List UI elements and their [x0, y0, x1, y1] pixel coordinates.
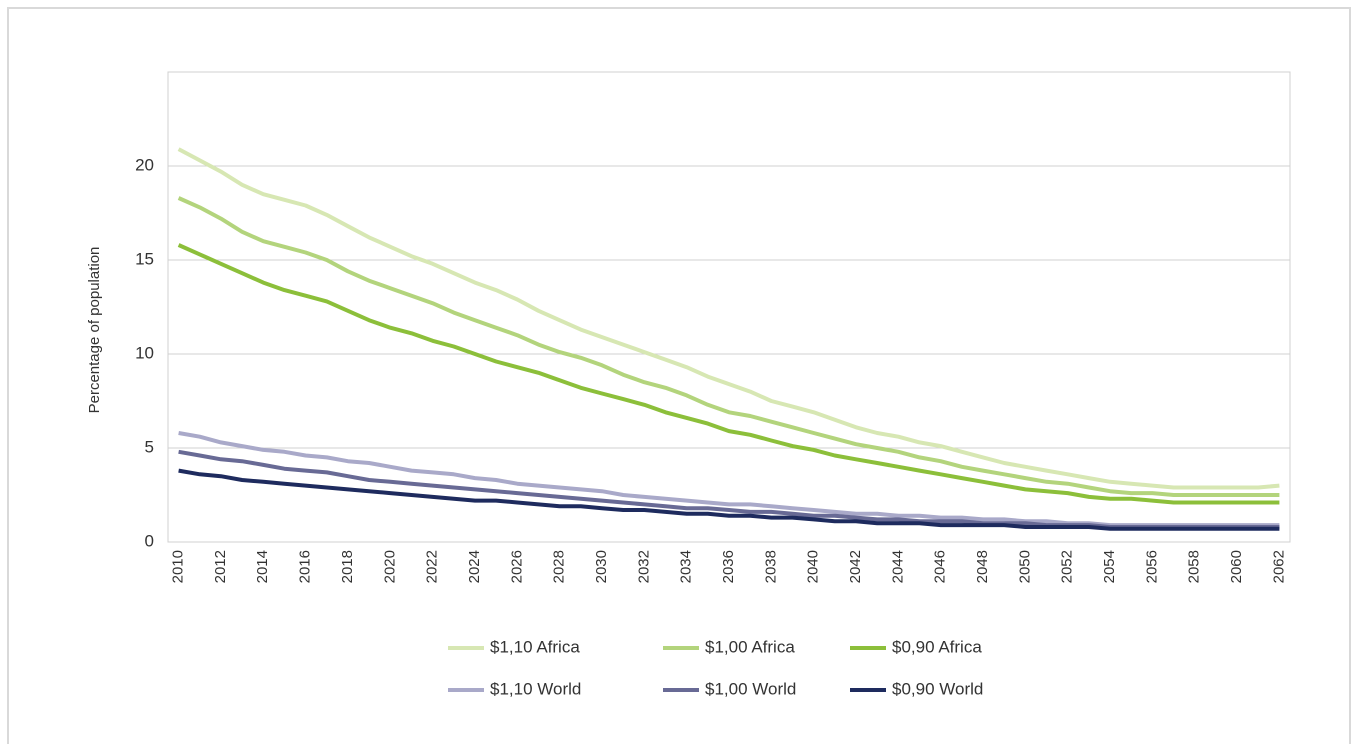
x-tick-label: 2034: [678, 550, 695, 583]
x-tick-label: 2010: [170, 550, 187, 583]
legend-label: $1,00 Africa: [705, 637, 795, 656]
x-tick-label: 2050: [1016, 550, 1033, 583]
legend-label: $1,00 World: [705, 679, 796, 698]
x-tick-label: 2026: [508, 550, 525, 583]
x-tick-label: 2030: [593, 550, 610, 583]
x-tick-label: 2046: [932, 550, 949, 583]
x-tick-label: 2040: [805, 550, 822, 583]
x-tick-label: 2014: [254, 550, 271, 583]
series-line: [177, 243, 1280, 505]
x-tick-label: 2016: [297, 550, 314, 583]
x-tick-label: 2020: [381, 550, 398, 583]
legend-label: $0,90 World: [892, 679, 983, 698]
x-tick-label: 2024: [466, 550, 483, 583]
x-tick-label: 2032: [635, 550, 652, 583]
x-tick-label: 2022: [424, 550, 441, 583]
x-tick-label: 2054: [1101, 550, 1118, 583]
x-tick-label: 2044: [889, 550, 906, 583]
x-tick-label: 2048: [974, 550, 991, 583]
y-tick-label: 15: [135, 249, 154, 268]
x-tick-label: 2056: [1143, 550, 1160, 583]
x-tick-label: 2062: [1270, 550, 1287, 583]
x-tick-label: 2052: [1059, 550, 1076, 583]
x-tick-label: 2012: [212, 550, 229, 583]
series-line: [177, 196, 1280, 497]
y-axis-label: Percentage of population: [86, 247, 103, 414]
y-tick-label: 5: [145, 437, 154, 456]
y-tick-label: 0: [145, 531, 154, 550]
legend-label: $0,90 Africa: [892, 637, 982, 656]
x-tick-label: 2036: [720, 550, 737, 583]
y-tick-label: 10: [135, 343, 154, 362]
legend-label: $1,10 Africa: [490, 637, 580, 656]
x-tick-label: 2018: [339, 550, 356, 583]
series-line: [177, 147, 1280, 490]
x-tick-label: 2038: [762, 550, 779, 583]
x-tick-label: 2058: [1186, 550, 1203, 583]
x-tick-label: 2028: [551, 550, 568, 583]
y-tick-label: 20: [135, 155, 154, 174]
series-line: [178, 468, 1280, 531]
x-tick-label: 2042: [847, 550, 864, 583]
x-tick-label: 2060: [1228, 550, 1245, 583]
frame: [7, 7, 1351, 744]
legend-label: $1,10 World: [490, 679, 581, 698]
